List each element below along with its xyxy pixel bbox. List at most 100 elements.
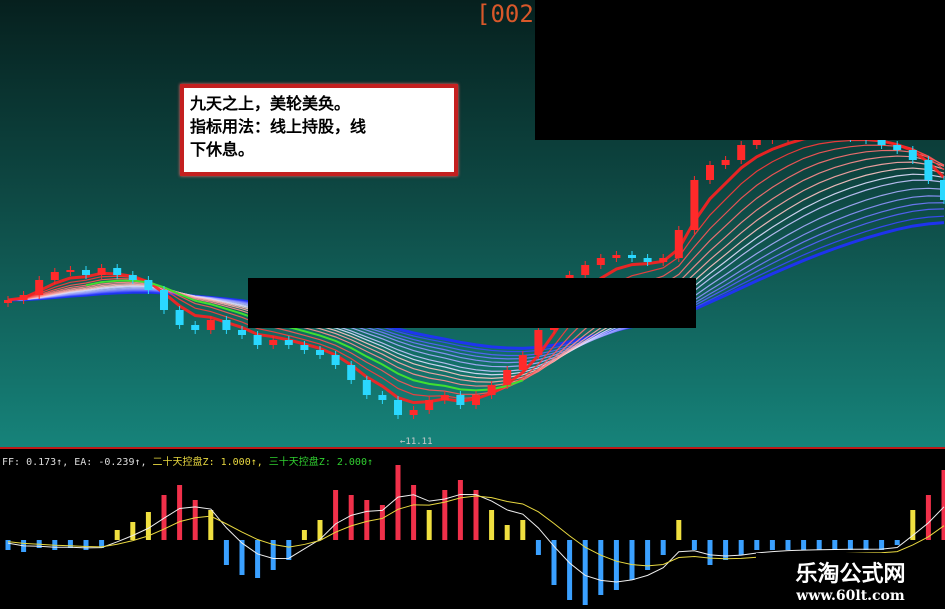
histogram-bar [551,540,557,585]
histogram-bar [645,540,651,570]
candle-body [97,268,106,275]
low-point-marker: ←11.11 [400,437,433,447]
note-line-3: 下休息。 [190,140,255,159]
histogram-bar [707,540,713,565]
ma-line-8 [7,144,945,395]
candle-body [160,290,168,310]
candle-body [66,270,75,272]
candle-body [690,180,699,230]
candle-body [503,370,512,385]
panel-divider [0,447,945,449]
candle-body [35,280,44,295]
description-note: 九天之上，美轮美奂。 指标用法：线上持股，线 下休息。 [180,84,458,176]
histogram-bar [145,512,151,540]
stock-code-title: [002 [476,0,534,28]
candle-body [877,140,886,145]
histogram-bar [691,540,697,550]
candle-body [206,320,215,330]
histogram-bar [629,540,635,580]
histogram-bar [723,540,729,560]
histogram-bar [567,540,573,600]
histogram-bar [769,540,775,550]
histogram-bar [598,540,604,595]
candle-body [628,255,636,258]
candle-body [347,365,356,380]
histogram-bar [925,495,931,540]
histogram-bar [489,510,495,540]
candle-body [222,320,231,330]
watermark-url: www.60lt.com [796,588,905,604]
candle-body [752,140,761,145]
histogram-bar [239,540,245,575]
histogram-bar [504,525,510,540]
histogram-bar [847,540,853,550]
candle-body [284,340,293,345]
legend-ff: FF: 0.173↑, [2,457,69,468]
histogram-bar [754,540,760,550]
candle-body [378,395,387,400]
histogram-bar [270,540,276,570]
histogram-bar [130,522,136,540]
candle-body [596,258,605,265]
legend-z20: 二十天控盘Z: 1.000↑, [152,457,263,468]
candle-body [409,410,418,415]
histogram-bar [457,480,463,540]
candle-body [893,145,902,150]
indicator-legend: FF: 0.173↑, EA: -0.239↑, 二十天控盘Z: 1.000↑,… [2,453,373,468]
redaction-box-middle [248,278,696,328]
histogram-bar [426,510,432,540]
candle-body [456,395,465,405]
candle-body [19,295,28,300]
candle-body [113,268,122,275]
candle-body [940,180,945,200]
candle-body [472,395,480,405]
oscillator-line-white [7,493,945,583]
candle-body [238,330,246,335]
candle-body [269,340,278,345]
candle-body [440,395,449,400]
watermark-name: 乐淘公式网 [795,562,906,587]
candle-body [924,160,933,180]
histogram-bar [411,485,417,540]
histogram-bar [816,540,822,550]
histogram-bar [582,540,588,605]
ma-line-14 [7,161,945,383]
histogram-bar [832,540,838,550]
candle-body [487,385,496,395]
ma-line-4 [7,135,945,405]
candle-body [128,275,137,280]
candle-body [82,270,90,275]
histogram-bar [863,540,869,550]
candle-body [659,258,668,262]
candle-body [144,280,153,290]
histogram-bar [348,495,354,540]
candle-body [908,150,917,160]
histogram-bar [364,500,370,540]
histogram-bar [395,465,401,540]
candle-body [362,380,371,395]
histogram-bar [535,540,541,555]
candle-body [316,350,324,355]
candle-body [612,255,621,258]
histogram-bar [223,540,229,565]
histogram-bar [613,540,619,590]
ma-line-16 [7,167,945,379]
histogram-bar [177,485,183,540]
redaction-box-top [535,0,945,140]
watermark: 乐淘公式网 www.60lt.com [756,553,945,609]
histogram-bar [676,520,682,540]
histogram-bar [879,540,885,550]
histogram-bar [785,540,791,550]
candle-body [534,330,543,355]
note-line-1: 九天之上，美轮美奂。 [190,94,351,113]
candle-body [643,258,652,262]
candle-body [331,355,340,365]
histogram-bar [114,530,120,540]
candle-body [721,160,730,165]
candle-body [253,335,262,345]
candle-body [737,145,746,160]
candle-body [581,265,590,275]
histogram-bar [67,540,73,548]
legend-z30: 三十天控盘Z: 2.000↑ [268,457,373,468]
